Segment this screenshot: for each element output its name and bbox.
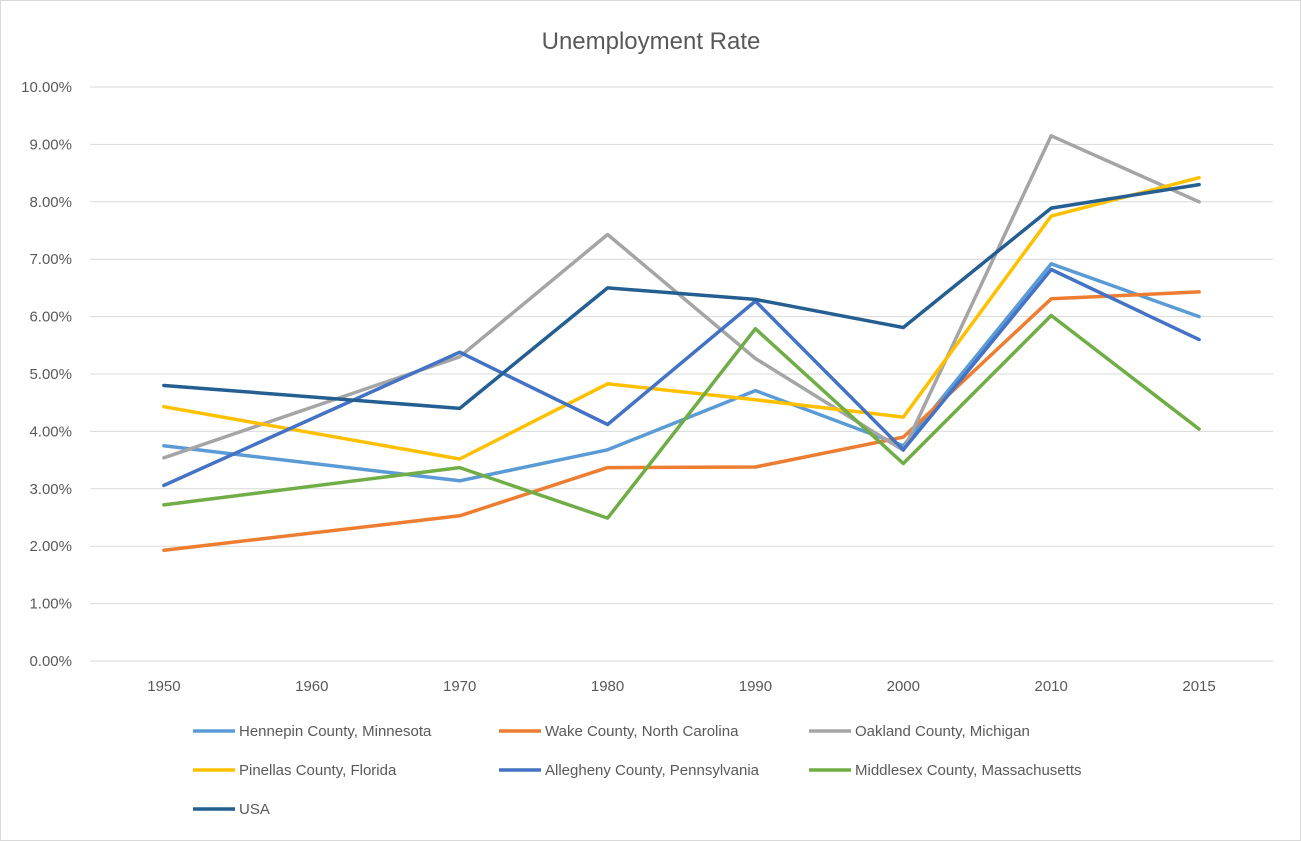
legend-label: Oakland County, Michigan — [855, 723, 1030, 740]
x-tick-label: 2000 — [887, 678, 920, 695]
y-tick-label: 4.00% — [29, 423, 72, 440]
y-tick-label: 1.00% — [29, 596, 72, 613]
y-tick-label: 7.00% — [29, 251, 72, 268]
x-axis-ticks: 1950 1960 1970 1980 1990 2000 2010 2015 — [147, 678, 1216, 695]
series-line-3 — [162, 175, 1201, 461]
legend-label: Pinellas County, Florida — [239, 762, 397, 779]
legend: Hennepin County, Minnesota Wake County, N… — [193, 723, 1082, 818]
legend-item: Hennepin County, Minnesota — [193, 723, 432, 740]
series-lines — [162, 134, 1201, 552]
x-tick-label: 1980 — [591, 678, 624, 695]
legend-label: Wake County, North Carolina — [545, 723, 739, 740]
y-tick-label: 6.00% — [29, 309, 72, 326]
legend-item: Middlesex County, Massachusetts — [809, 762, 1082, 779]
legend-item: Pinellas County, Florida — [193, 762, 397, 779]
series-line-2 — [162, 134, 1201, 460]
legend-item: Allegheny County, Pennsylvania — [499, 762, 760, 779]
legend-item: Wake County, North Carolina — [499, 723, 739, 740]
y-tick-label: 3.00% — [29, 481, 72, 498]
series-line-0 — [162, 262, 1201, 483]
y-tick-label: 2.00% — [29, 538, 72, 555]
series-line-1 — [162, 290, 1201, 552]
chart-title: Unemployment Rate — [542, 28, 761, 55]
series-line-4 — [162, 267, 1201, 488]
x-tick-label: 2010 — [1035, 678, 1068, 695]
series-line-6 — [162, 182, 1201, 411]
series-line-5 — [162, 313, 1201, 520]
gridlines — [90, 86, 1273, 662]
y-tick-label: 9.00% — [29, 136, 72, 153]
x-tick-label: 1950 — [147, 678, 180, 695]
x-tick-label: 2015 — [1182, 678, 1215, 695]
y-tick-label: 10.00% — [21, 79, 72, 96]
legend-label: Middlesex County, Massachusetts — [855, 762, 1082, 779]
y-axis-ticks: 0.00% 1.00% 2.00% 3.00% 4.00% 5.00% 6.00% 7.00%… — [21, 79, 72, 670]
y-tick-label: 0.00% — [29, 653, 72, 670]
x-tick-label: 1970 — [443, 678, 476, 695]
x-tick-label: 1960 — [295, 678, 328, 695]
legend-item: Oakland County, Michigan — [809, 723, 1030, 740]
legend-label: Allegheny County, Pennsylvania — [545, 762, 760, 779]
legend-label: Hennepin County, Minnesota — [239, 723, 432, 740]
y-tick-label: 8.00% — [29, 194, 72, 211]
x-tick-label: 1990 — [739, 678, 772, 695]
y-tick-label: 5.00% — [29, 366, 72, 383]
legend-item: USA — [193, 801, 270, 818]
legend-label: USA — [239, 801, 270, 818]
